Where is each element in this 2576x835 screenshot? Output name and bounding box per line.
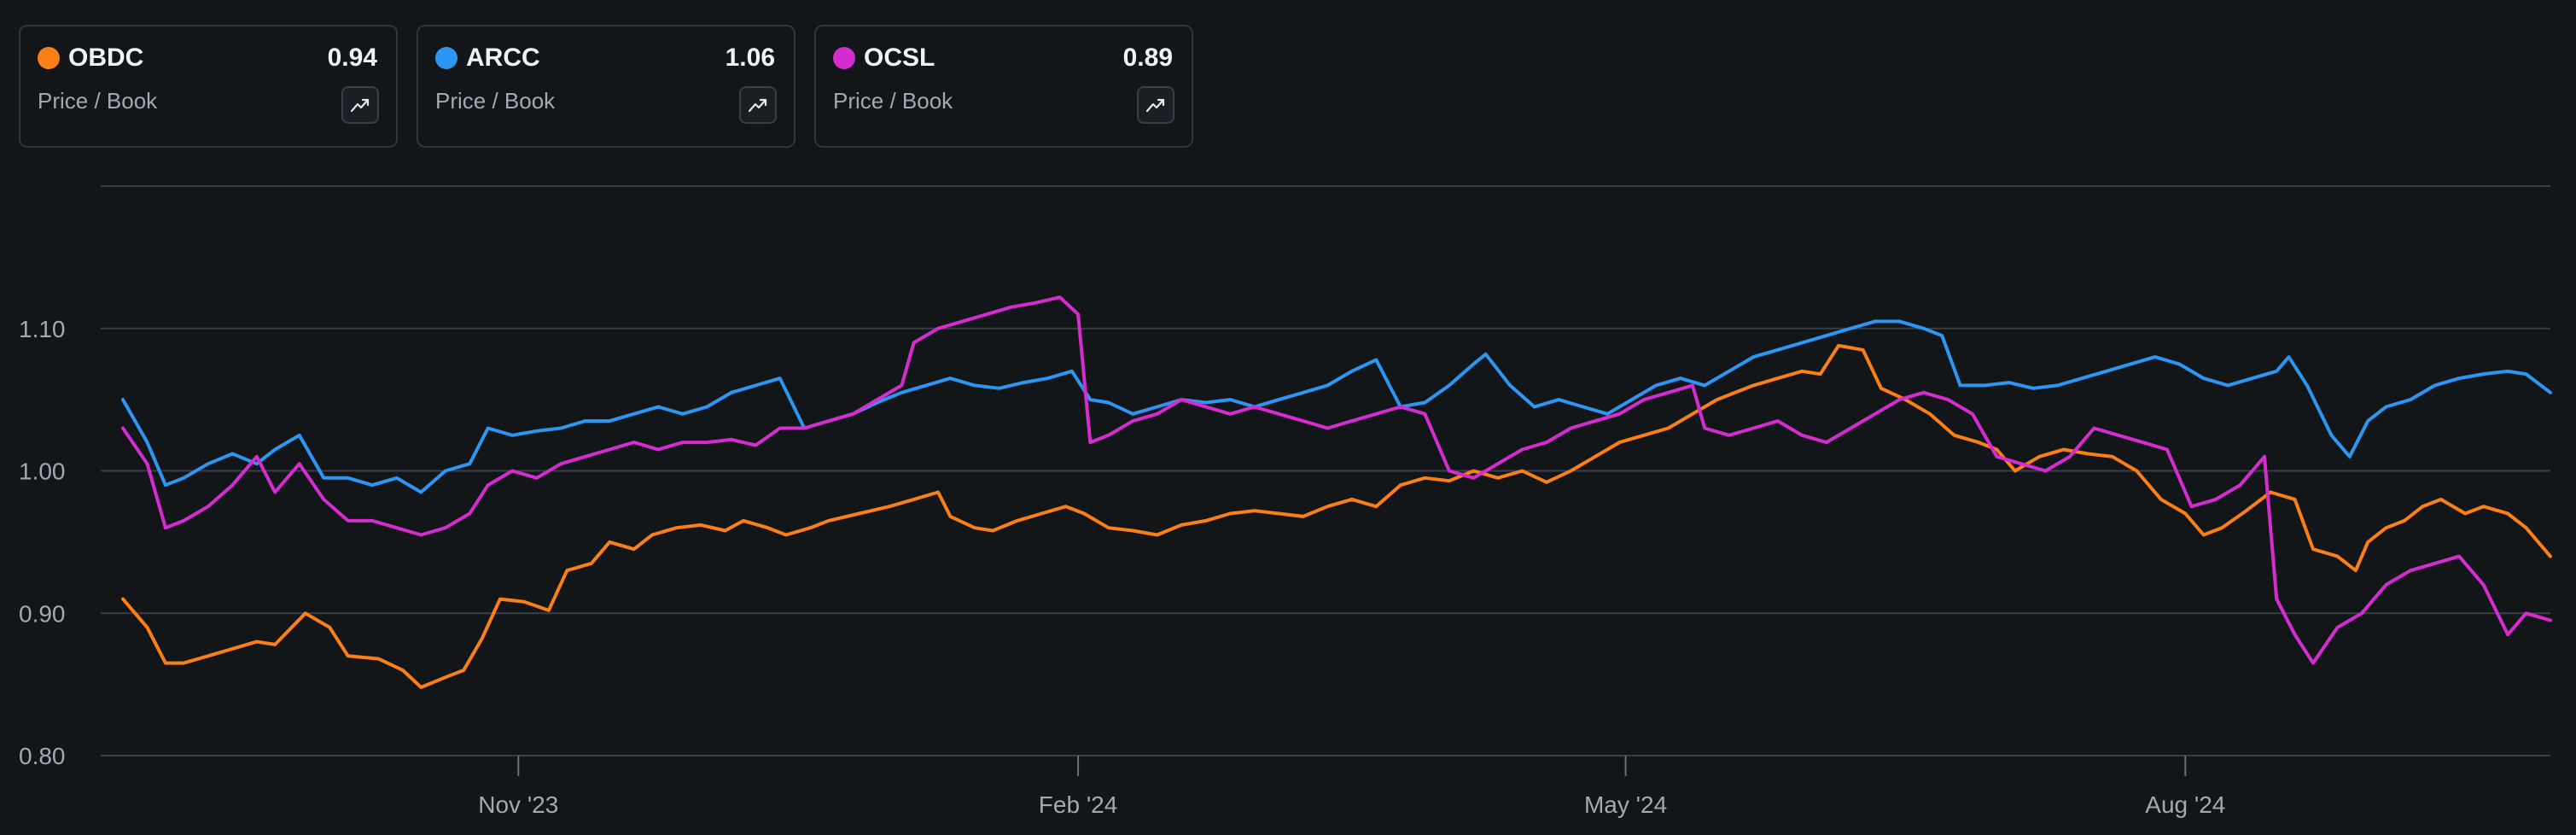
x-tick-label: May '24 (1584, 791, 1667, 818)
ticker-card-obdc[interactable]: OBDC 0.94 Price / Book (19, 25, 398, 148)
y-tick-label: 0.80 (19, 743, 66, 769)
ticker-cards: OBDC 0.94 Price / Book ARCC 1.06 Price /… (19, 25, 1193, 148)
ticker-symbol: ARCC (466, 44, 540, 72)
x-tick-label: Aug '24 (2145, 791, 2225, 818)
grid-lines (101, 185, 2550, 756)
x-axis-ticks: Nov '23 Feb '24 May '24 Aug '24 (478, 756, 2225, 818)
series-lines[interactable] (121, 295, 2552, 689)
ticker-value: 0.94 (327, 44, 377, 72)
ticker-value: 0.89 (1122, 44, 1173, 72)
series-line-obdc[interactable] (121, 343, 2552, 689)
x-tick-label: Feb '24 (1039, 791, 1118, 818)
y-tick-label: 0.90 (19, 600, 66, 627)
y-tick-label: 1.00 (19, 458, 66, 485)
series-color-dot (435, 47, 458, 69)
metric-label: Price / Book (833, 88, 953, 114)
ticker-symbol: OCSL (864, 44, 935, 72)
ticker-symbol: OBDC (68, 44, 144, 72)
trending-up-icon[interactable] (739, 86, 777, 124)
x-tick-label: Nov '23 (478, 791, 558, 818)
series-color-dot (833, 47, 855, 69)
series-line-ocsl[interactable] (121, 295, 2552, 665)
ticker-value: 1.06 (725, 44, 775, 72)
series-line-arcc[interactable] (121, 319, 2552, 494)
trending-up-icon[interactable] (341, 86, 379, 124)
metric-label: Price / Book (38, 88, 158, 114)
y-axis-tick-labels: 0.80 0.90 1.00 1.10 (19, 316, 66, 769)
y-tick-label: 1.10 (19, 316, 66, 342)
ticker-card-ocsl[interactable]: OCSL 0.89 Price / Book (814, 25, 1193, 148)
trending-up-icon[interactable] (1137, 86, 1174, 124)
series-color-dot (38, 47, 60, 69)
ticker-card-arcc[interactable]: ARCC 1.06 Price / Book (417, 25, 796, 148)
metric-label: Price / Book (435, 88, 556, 114)
